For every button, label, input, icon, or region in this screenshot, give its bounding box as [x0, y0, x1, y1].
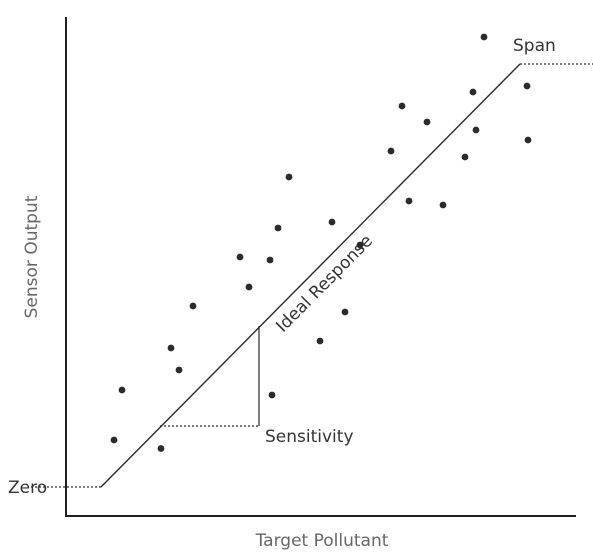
data-point-17 [387, 147, 395, 155]
data-point-1 [110, 436, 118, 444]
data-point-23 [469, 88, 477, 96]
data-point-2 [118, 386, 126, 394]
data-point-25 [480, 33, 488, 41]
data-point-18 [398, 102, 406, 110]
data-point-13 [316, 337, 324, 345]
y-axis-title: Sensor Output [22, 195, 42, 318]
data-point-22 [461, 153, 469, 161]
data-point-4 [167, 344, 175, 352]
data-point-10 [268, 391, 276, 399]
data-point-12 [285, 173, 293, 181]
data-point-20 [423, 118, 431, 126]
data-point-21 [439, 201, 447, 209]
data-point-5 [175, 366, 183, 374]
data-point-11 [274, 224, 282, 232]
data-point-19 [405, 197, 413, 205]
data-point-16 [356, 241, 364, 249]
data-points [110, 33, 532, 452]
data-point-7 [236, 253, 244, 261]
sensitivity-label: Sensitivity [265, 427, 354, 447]
data-point-9 [266, 256, 274, 264]
ideal-response-line [100, 63, 521, 488]
data-point-8 [245, 283, 253, 291]
data-point-14 [328, 218, 336, 226]
data-point-24 [472, 126, 480, 134]
data-point-26 [523, 82, 531, 90]
span-label: Span [513, 36, 556, 56]
data-point-27 [524, 136, 532, 144]
x-axis-title: Target Pollutant [255, 531, 389, 551]
zero-label: Zero [8, 478, 47, 498]
data-point-3 [157, 445, 165, 452]
data-point-6 [189, 302, 197, 310]
data-point-15 [341, 308, 349, 316]
